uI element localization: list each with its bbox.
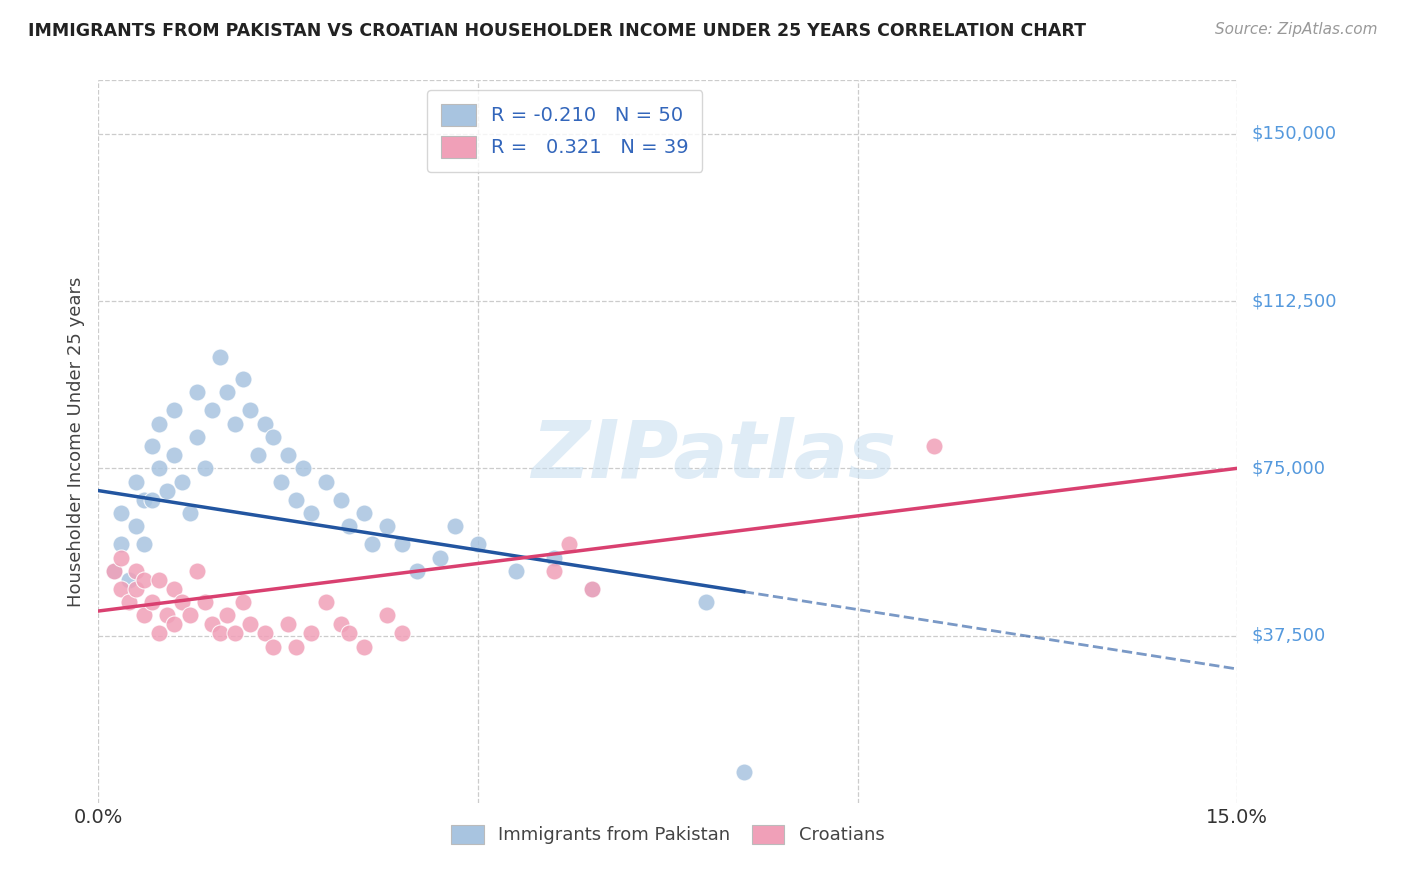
Point [163, 617, 186, 632]
Point [125, 475, 148, 489]
Point [179, 608, 201, 623]
Point [110, 537, 132, 551]
Point [330, 492, 353, 507]
Point [505, 564, 527, 578]
Point [194, 595, 217, 609]
Text: $75,000: $75,000 [1251, 459, 1326, 477]
Point [239, 617, 262, 632]
Legend: Immigrants from Pakistan, Croatians: Immigrants from Pakistan, Croatians [444, 818, 891, 852]
Point [232, 372, 254, 386]
Point [201, 403, 224, 417]
Point [375, 608, 398, 623]
Point [695, 595, 717, 609]
Point [156, 608, 179, 623]
Point [132, 608, 155, 623]
Point [254, 417, 277, 431]
Point [299, 506, 322, 520]
Text: Source: ZipAtlas.com: Source: ZipAtlas.com [1215, 22, 1378, 37]
Point [581, 582, 603, 596]
Point [277, 448, 299, 462]
Point [254, 626, 277, 640]
Point [103, 564, 125, 578]
Point [118, 595, 141, 609]
Point [262, 430, 284, 444]
Point [391, 626, 413, 640]
Point [141, 492, 163, 507]
Point [375, 519, 398, 533]
Point [337, 519, 360, 533]
Point [170, 475, 193, 489]
Point [581, 582, 603, 596]
Point [353, 640, 375, 654]
Point [186, 430, 208, 444]
Point [406, 564, 429, 578]
Point [148, 417, 170, 431]
Point [163, 582, 186, 596]
Point [360, 537, 382, 551]
Point [292, 461, 315, 475]
Point [186, 564, 208, 578]
Point [125, 582, 148, 596]
Point [543, 550, 565, 565]
Point [391, 537, 413, 551]
Point [170, 595, 193, 609]
Point [194, 461, 217, 475]
Point [429, 550, 451, 565]
Point [262, 640, 284, 654]
Point [224, 626, 246, 640]
Point [224, 417, 246, 431]
Point [299, 626, 322, 640]
Point [277, 617, 299, 632]
Point [201, 617, 224, 632]
Point [284, 640, 307, 654]
Point [232, 595, 254, 609]
Point [148, 461, 170, 475]
Point [163, 448, 186, 462]
Y-axis label: Householder Income Under 25 years: Householder Income Under 25 years [67, 277, 86, 607]
Point [125, 519, 148, 533]
Text: ZIPatlas: ZIPatlas [531, 417, 896, 495]
Point [132, 537, 155, 551]
Point [103, 564, 125, 578]
Point [330, 617, 353, 632]
Point [733, 764, 755, 779]
Point [270, 475, 292, 489]
Point [217, 385, 239, 400]
Point [444, 519, 467, 533]
Text: $37,500: $37,500 [1251, 626, 1326, 645]
Point [132, 492, 155, 507]
Point [148, 626, 170, 640]
Point [186, 385, 208, 400]
Point [239, 403, 262, 417]
Text: $150,000: $150,000 [1251, 125, 1336, 143]
Point [543, 564, 565, 578]
Point [156, 483, 179, 498]
Point [118, 573, 141, 587]
Point [284, 492, 307, 507]
Point [315, 475, 337, 489]
Point [110, 506, 132, 520]
Point [148, 573, 170, 587]
Point [315, 595, 337, 609]
Point [467, 537, 489, 551]
Point [217, 608, 239, 623]
Point [558, 537, 581, 551]
Point [110, 582, 132, 596]
Point [208, 350, 231, 364]
Point [922, 439, 945, 453]
Point [141, 595, 163, 609]
Point [125, 564, 148, 578]
Point [179, 506, 201, 520]
Point [208, 626, 231, 640]
Text: $112,500: $112,500 [1251, 292, 1337, 310]
Text: IMMIGRANTS FROM PAKISTAN VS CROATIAN HOUSEHOLDER INCOME UNDER 25 YEARS CORRELATI: IMMIGRANTS FROM PAKISTAN VS CROATIAN HOU… [28, 22, 1085, 40]
Point [132, 573, 155, 587]
Point [246, 448, 269, 462]
Point [353, 506, 375, 520]
Point [110, 550, 132, 565]
Point [337, 626, 360, 640]
Point [141, 439, 163, 453]
Point [163, 403, 186, 417]
